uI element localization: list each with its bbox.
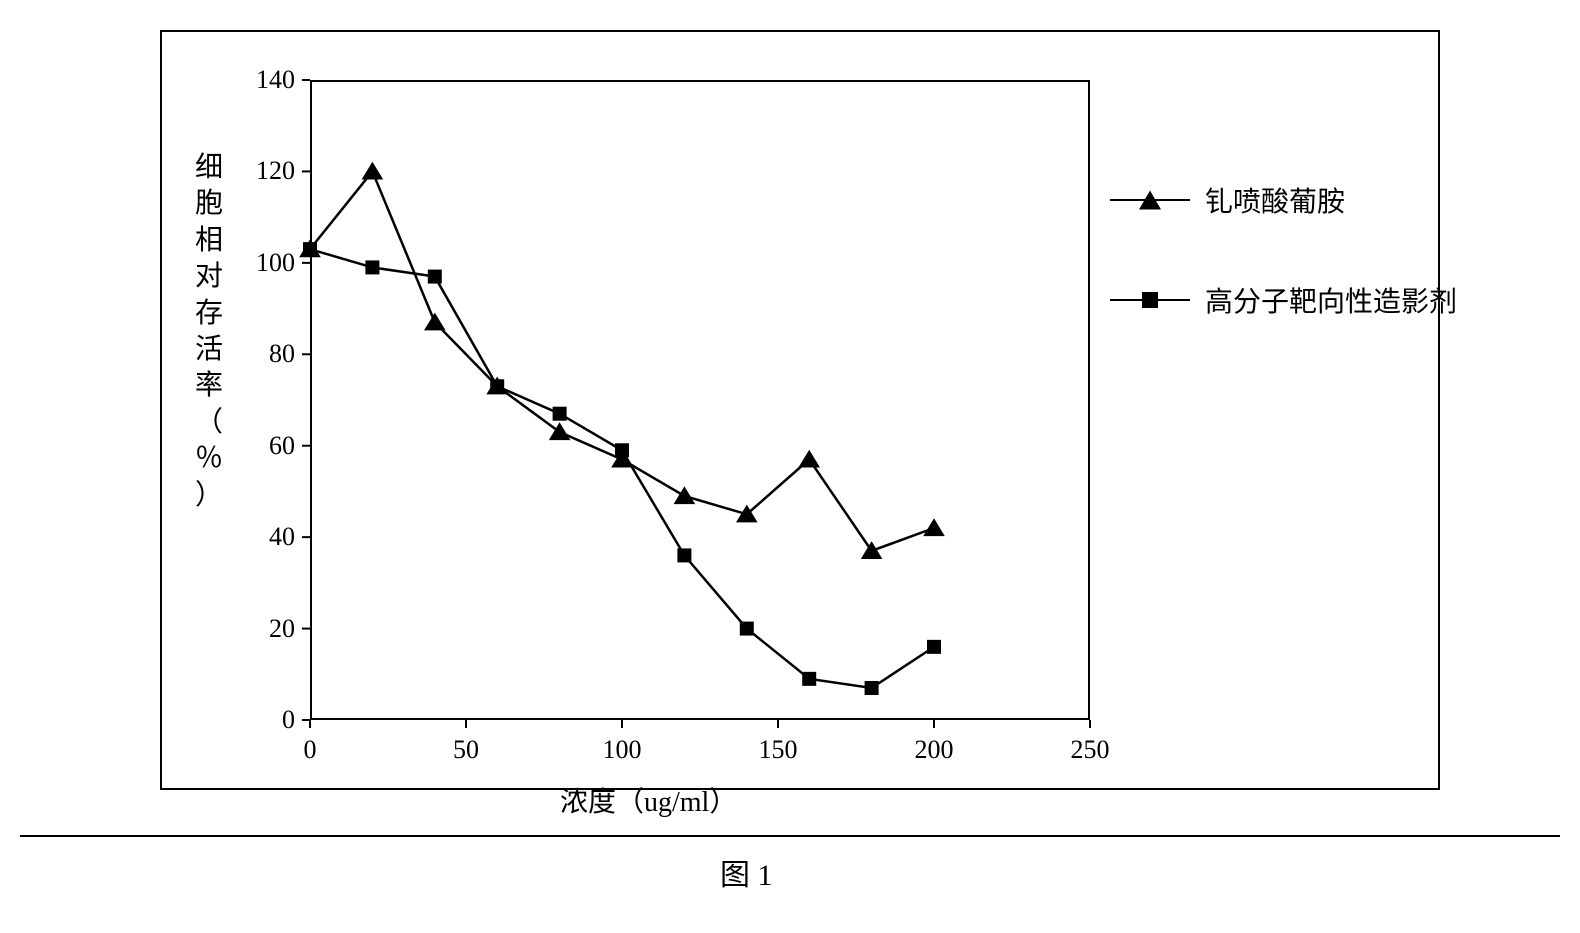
horizontal-rule — [20, 835, 1560, 837]
y-tick-label: 60 — [235, 431, 295, 461]
legend-item-1: 高分子靶向性造影剂 — [1110, 280, 1457, 320]
legend-item-0: 钆喷酸葡胺 — [1110, 180, 1457, 220]
x-tick-label: 100 — [592, 735, 652, 765]
chart-legend: 钆喷酸葡胺 高分子靶向性造影剂 — [1110, 180, 1457, 380]
legend-line-0 — [1110, 199, 1190, 201]
y-tick-label: 20 — [235, 614, 295, 644]
y-axis-label: 细胞相对存活率（％） — [195, 150, 223, 514]
y-tick-label: 40 — [235, 522, 295, 552]
y-tick-label: 80 — [235, 339, 295, 369]
y-tick-label: 0 — [235, 705, 295, 735]
square-icon — [1142, 292, 1158, 308]
figure-container: 0 20 40 60 80 100 120 140 0 50 100 150 200 250 细胞相对存… — [20, 20, 1560, 913]
y-tick-label: 120 — [235, 156, 295, 186]
triangle-icon — [1139, 191, 1161, 210]
legend-label-1: 高分子靶向性造影剂 — [1205, 280, 1457, 320]
figure-caption: 图 1 — [720, 850, 773, 894]
legend-label-0: 钆喷酸葡胺 — [1205, 180, 1345, 220]
legend-line-1 — [1110, 299, 1190, 301]
x-tick-label: 150 — [748, 735, 808, 765]
x-tick-label: 200 — [904, 735, 964, 765]
y-tick-label: 100 — [235, 248, 295, 278]
x-tick-label: 250 — [1060, 735, 1120, 765]
y-tick-label: 140 — [235, 65, 295, 95]
x-tick-label: 0 — [280, 735, 340, 765]
x-tick-label: 50 — [436, 735, 496, 765]
x-axis-label: 浓度（ug/ml） — [560, 780, 737, 820]
